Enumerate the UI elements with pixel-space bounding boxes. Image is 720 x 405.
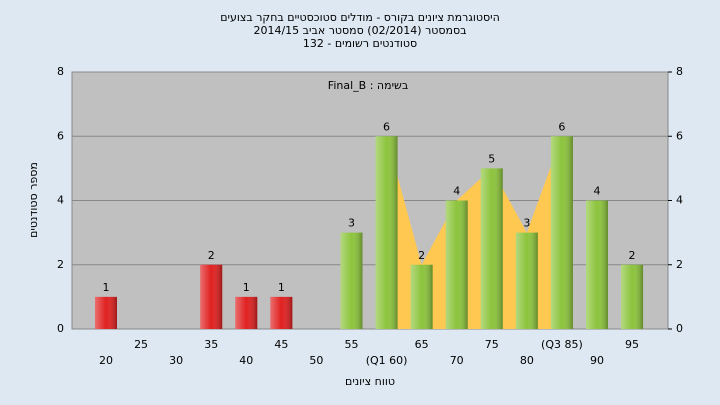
x-tick-label: 90 [590, 354, 604, 367]
data-label: 6 [383, 120, 390, 133]
data-label: 6 [558, 120, 565, 133]
y-axis-label: מספר סטודנטים [27, 162, 40, 238]
bar-shade [445, 200, 468, 329]
bar-shade [480, 168, 503, 329]
data-label: 5 [488, 152, 495, 165]
x-tick-label: 20 [99, 354, 113, 367]
data-label: 4 [453, 185, 460, 198]
bar-shade [340, 232, 363, 329]
x-tick-label: 80 [520, 354, 534, 367]
bar-shade [270, 296, 293, 329]
bar-shade [235, 296, 258, 329]
x-tick-label: 55 [344, 338, 358, 351]
y-tick-label: 6 [57, 129, 64, 142]
x-tick-label: 65 [415, 338, 429, 351]
chart-subtitle: סטודנטים רשומים - 132 [303, 37, 417, 50]
bar-shade [410, 264, 433, 329]
x-tick-label: 75 [485, 338, 499, 351]
y-tick-label: 4 [57, 194, 64, 207]
bar-shade [585, 200, 608, 329]
bar-shade [95, 296, 117, 329]
x-tick-label: 30 [169, 354, 183, 367]
bar-shade [621, 264, 644, 329]
bar-shade [515, 232, 538, 329]
data-label: 1 [243, 281, 250, 294]
y2-tick-label: 2 [676, 258, 683, 271]
bar-shade [375, 136, 398, 329]
data-label: 3 [523, 217, 530, 230]
x-tick-label: 25 [134, 338, 148, 351]
data-label: 1 [103, 281, 110, 294]
y-tick-label: 0 [57, 322, 64, 335]
chart-title: היסטוגרמת ציונים בקורס - מודלים סטוכסטיי… [220, 11, 500, 24]
annotation: Final_B : בשימה [328, 79, 408, 92]
y2-tick-label: 0 [676, 322, 683, 335]
x-tick-label: 95 [625, 338, 639, 351]
y-tick-label: 2 [57, 258, 64, 271]
data-label: 2 [208, 249, 215, 262]
data-label: 4 [593, 185, 600, 198]
y-tick-label: 8 [57, 65, 64, 78]
x-tick-label: 70 [450, 354, 464, 367]
bar-shade [550, 136, 573, 329]
data-label: 2 [629, 249, 636, 262]
x-tick-label: 45 [274, 338, 288, 351]
x-tick-label: 40 [239, 354, 253, 367]
x-tick-label: (Q3 85) [541, 338, 583, 351]
x-tick-label: (Q1 60) [366, 354, 408, 367]
y2-tick-label: 6 [676, 129, 683, 142]
x-tick-label: 35 [204, 338, 218, 351]
data-label: 2 [418, 249, 425, 262]
x-axis-label: טווח ציונים [345, 375, 395, 388]
y2-tick-label: 8 [676, 65, 683, 78]
x-tick-label: 50 [309, 354, 323, 367]
data-label: 1 [278, 281, 285, 294]
data-label: 3 [348, 217, 355, 230]
bar-shade [200, 264, 223, 329]
y2-tick-label: 4 [676, 194, 683, 207]
chart-subtitle: בסמסטר (02/2014) סמסטר אביב 2014/15 [253, 24, 466, 37]
